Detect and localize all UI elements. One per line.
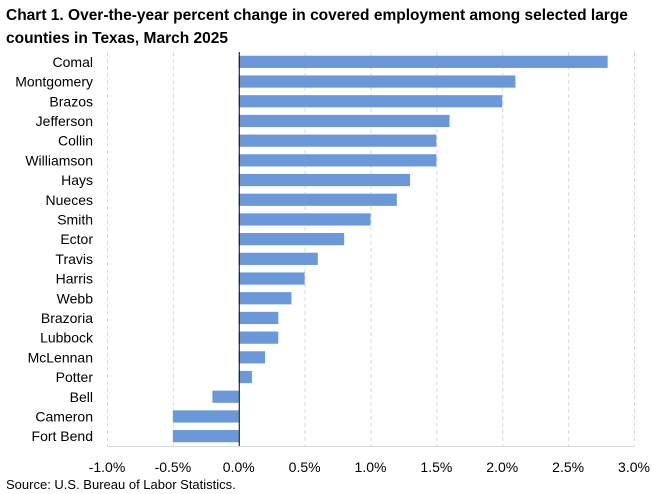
- bar-nueces: [238, 193, 397, 206]
- x-tick-label: -0.5%: [155, 459, 192, 475]
- x-tick-labels: -1.0% -0.5% 0.0% 0.5% 1.0% 1.5% 2.0% 2.5% 3.0%: [89, 459, 650, 475]
- category-label: Collin: [58, 133, 93, 149]
- category-label: Lubbock: [40, 330, 94, 346]
- bar-mclennan: [238, 351, 266, 364]
- bar-travis: [238, 252, 318, 265]
- grid-lines: [107, 52, 635, 446]
- bar-montgomery: [238, 75, 516, 88]
- x-tick-label: 1.0%: [355, 459, 387, 475]
- category-label: Comal: [53, 54, 93, 70]
- bar-webb: [238, 292, 292, 305]
- bar-potter: [238, 370, 252, 384]
- x-tick-label: 0.5%: [289, 459, 321, 475]
- category-label: Montgomery: [15, 74, 93, 90]
- x-tick-label: 2.5%: [552, 459, 584, 475]
- category-label: Nueces: [46, 192, 93, 208]
- category-label: Hays: [61, 172, 93, 188]
- category-label: Williamson: [25, 152, 93, 168]
- bar-ector: [238, 233, 345, 246]
- category-label: Ector: [60, 231, 93, 247]
- category-label: Cameron: [35, 408, 93, 424]
- bar-smith: [238, 213, 371, 226]
- bar-jefferson: [238, 114, 450, 128]
- bar-brazoria: [238, 311, 279, 325]
- bar-collin: [238, 134, 437, 147]
- category-label: Potter: [56, 369, 94, 385]
- x-tick-label: 2.0%: [486, 459, 518, 475]
- category-label: McLennan: [28, 349, 93, 365]
- bar-harris: [238, 272, 305, 285]
- category-label: Harris: [56, 271, 93, 287]
- x-tick-label: 0.0%: [223, 459, 255, 475]
- category-label: Jefferson: [36, 113, 93, 129]
- category-labels: Comal Montgomery Brazos Jefferson Collin Will…: [15, 54, 94, 444]
- x-tick-label: 3.0%: [618, 459, 650, 475]
- bar-cameron: [172, 410, 239, 423]
- category-label: Fort Bend: [32, 428, 93, 444]
- x-tick-label: 1.5%: [420, 459, 452, 475]
- bar-hays: [238, 173, 411, 187]
- source-note: Source: U.S. Bureau of Labor Statistics.: [6, 477, 236, 492]
- bar-lubbock: [238, 331, 279, 344]
- bar-brazos: [238, 95, 503, 108]
- category-label: Smith: [57, 211, 93, 227]
- category-label: Bell: [70, 389, 93, 405]
- bars: [172, 55, 608, 443]
- bar-bell: [212, 390, 239, 403]
- axes: [107, 52, 634, 447]
- bar-fort-bend: [172, 430, 239, 443]
- category-label: Brazos: [49, 93, 93, 109]
- chart-title: Chart 1. Over-the-year percent change in…: [6, 7, 628, 47]
- category-label: Webb: [57, 290, 94, 306]
- category-label: Brazoria: [41, 310, 93, 326]
- bar-comal: [238, 55, 608, 68]
- category-label: Travis: [55, 251, 93, 267]
- x-tick-label: -1.0%: [89, 459, 126, 475]
- bar-williamson: [238, 154, 437, 167]
